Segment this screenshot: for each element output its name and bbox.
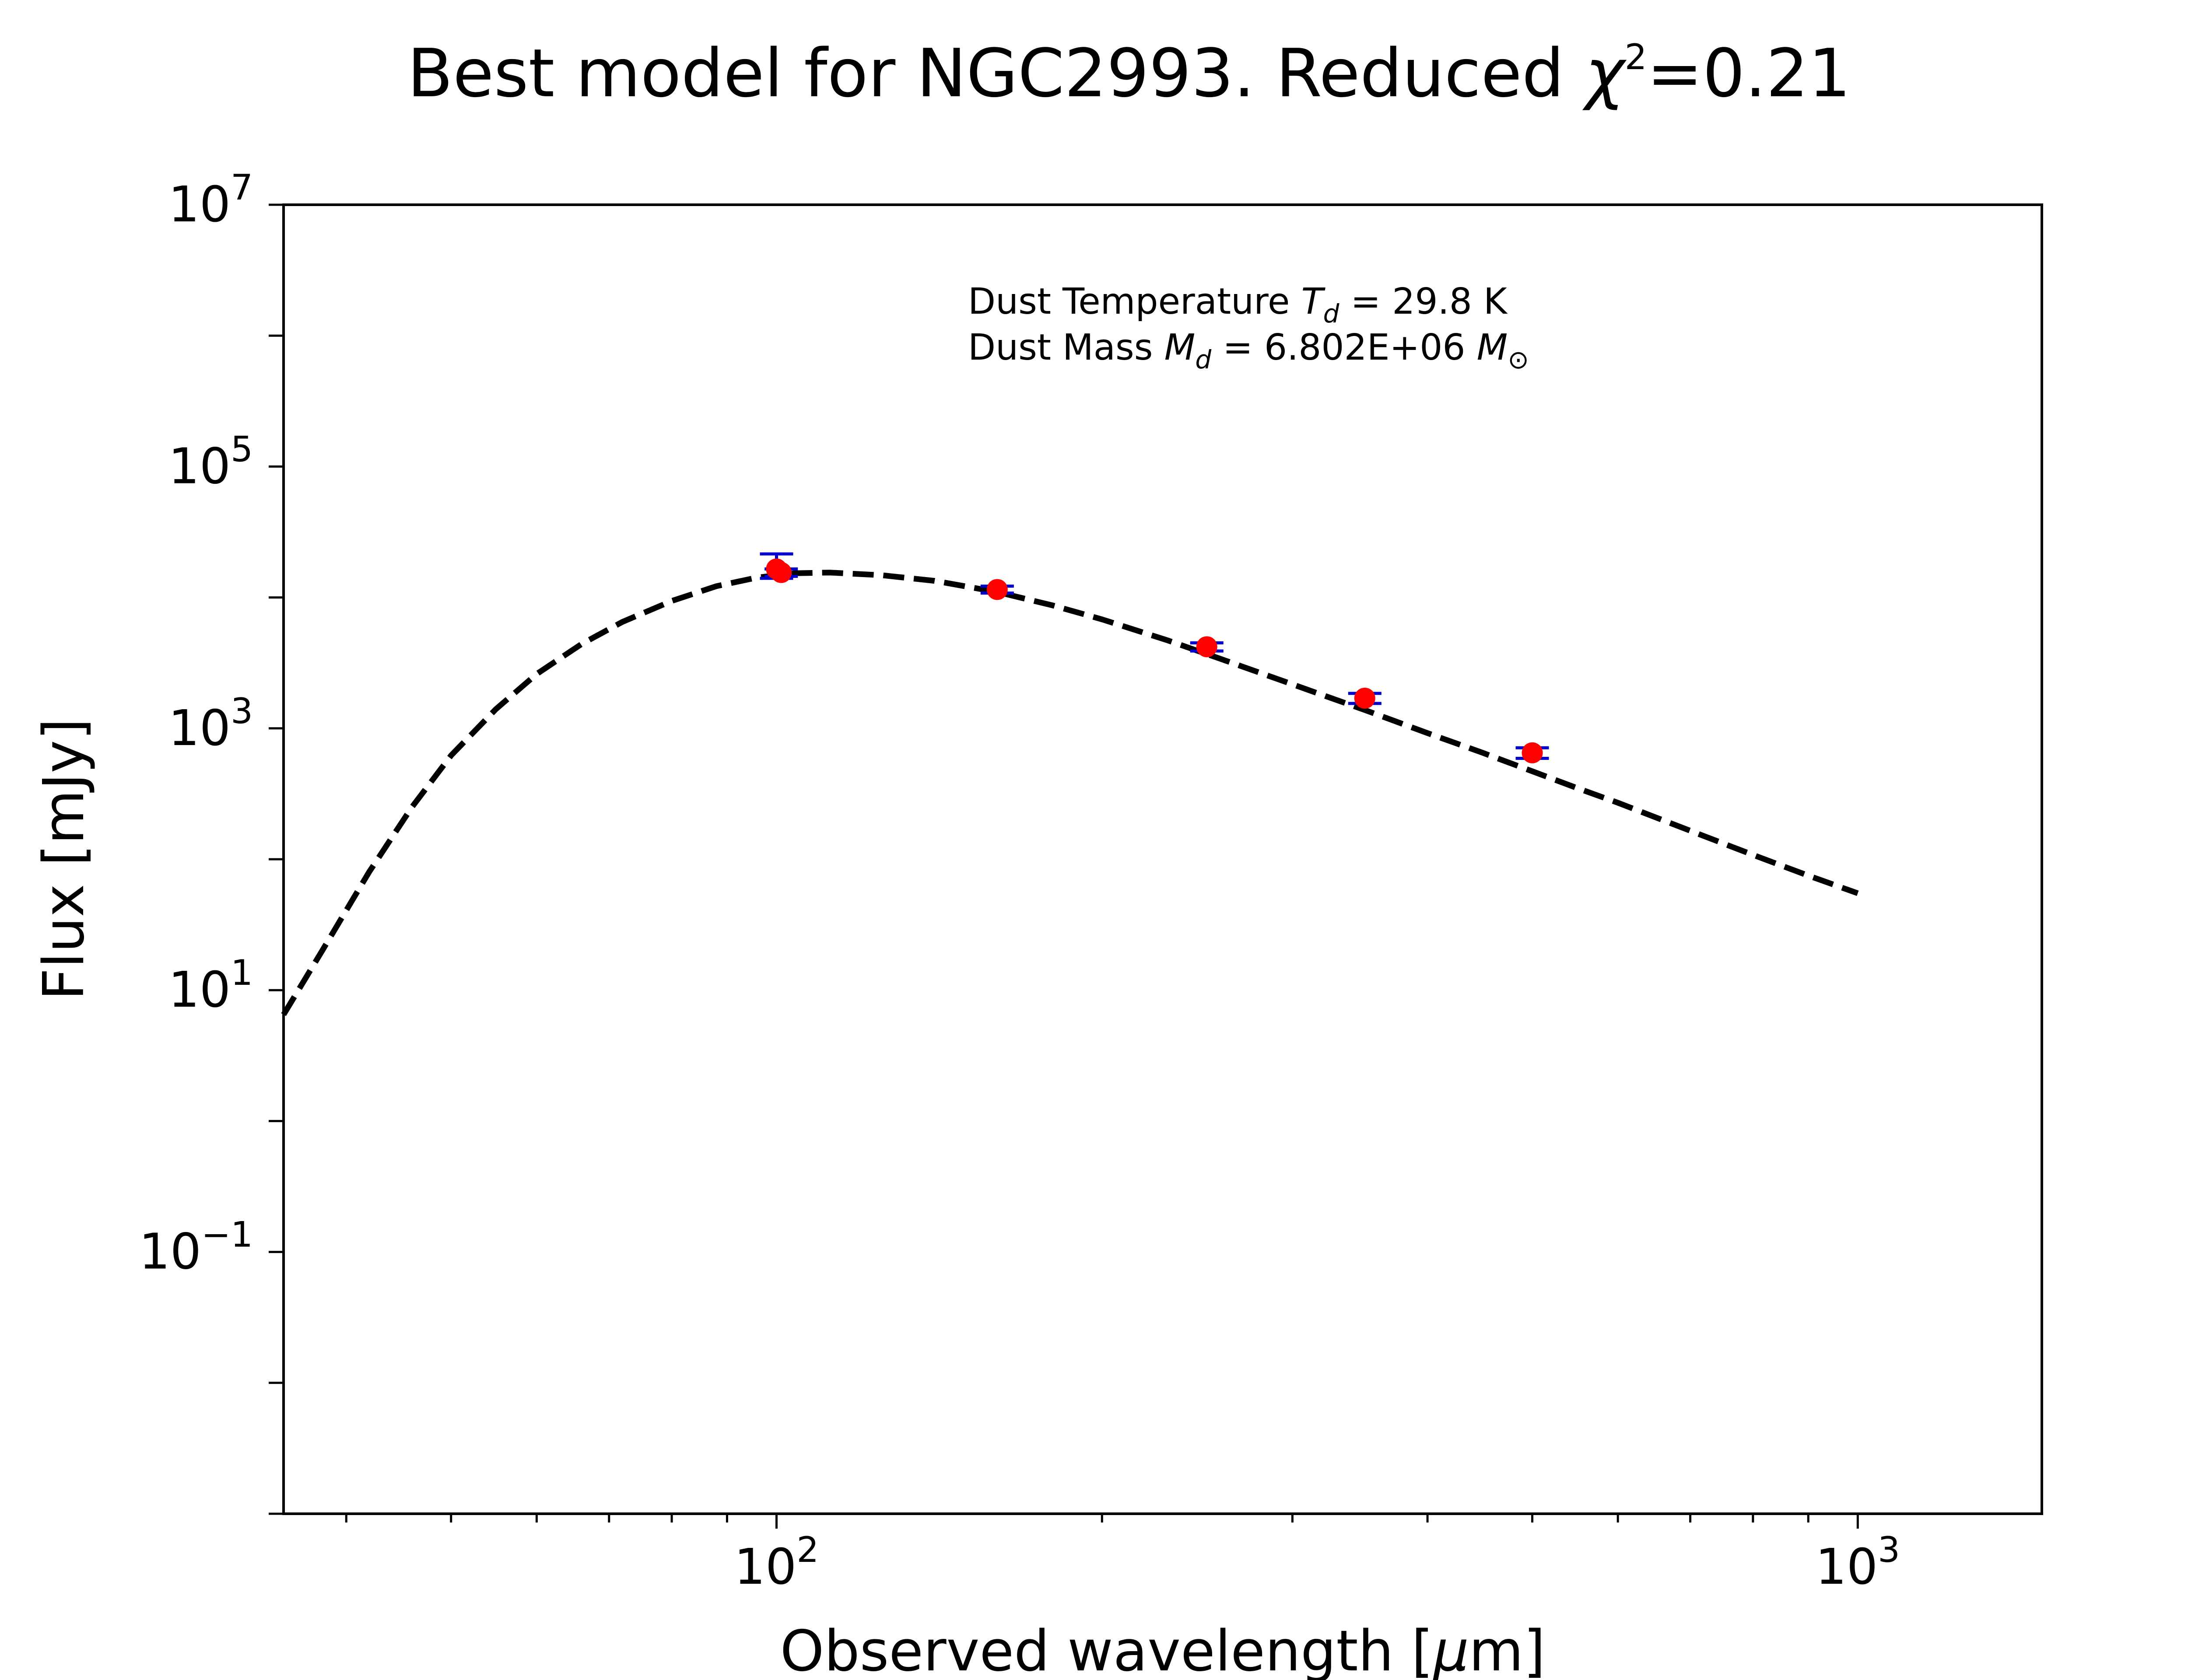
y-tick-label: 107 bbox=[168, 167, 253, 233]
model-curve-group bbox=[281, 570, 1859, 1016]
y-tick-label: 101 bbox=[168, 952, 253, 1018]
plot-area bbox=[281, 552, 1859, 1016]
data-point bbox=[1522, 742, 1543, 763]
x-axis-ticks: 102 103 bbox=[345, 1514, 1900, 1596]
y-tick-label: 105 bbox=[168, 429, 253, 495]
model-curve bbox=[281, 570, 1859, 1016]
annotation-dust-mass: Dust Mass Md = 6.802E+06 M⊙ bbox=[968, 327, 1529, 374]
chart-title: Best model for NGC2993. Reduced χ2=0.21 bbox=[407, 35, 1851, 112]
data-points-group bbox=[766, 558, 1543, 763]
x-tick-label: 102 bbox=[734, 1530, 819, 1596]
annotation-temperature: Dust Temperature Td = 29.8 K bbox=[968, 281, 1508, 329]
y-axis-ticks: 10−1 101 103 105 107 bbox=[139, 167, 284, 1515]
y-tick-label: 103 bbox=[168, 691, 253, 757]
data-point bbox=[1354, 687, 1375, 709]
data-point bbox=[1196, 636, 1217, 658]
x-tick-label: 103 bbox=[1816, 1530, 1900, 1596]
x-axis-label: Observed wavelength [μm] bbox=[780, 1619, 1546, 1680]
y-tick-label: 10−1 bbox=[139, 1214, 253, 1281]
y-axis-label: Flux [mJy] bbox=[32, 718, 97, 1001]
data-point bbox=[771, 562, 792, 583]
data-point bbox=[986, 579, 1008, 600]
